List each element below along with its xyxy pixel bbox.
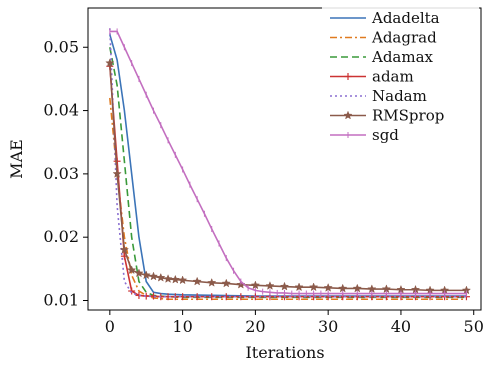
plot-area-frame — [87, 7, 482, 311]
series-point-rmsprop-marker — [148, 271, 159, 281]
series-point-rmsprop-marker — [294, 282, 304, 292]
x-tick-label: 30 — [318, 317, 338, 336]
y-axis-label: MAE — [7, 139, 26, 179]
x-tick-label: 0 — [105, 317, 115, 336]
series-adagrad — [109, 97, 467, 301]
legend-label: Adadelta — [371, 9, 440, 27]
series-point-rmsprop-marker — [105, 58, 115, 68]
series-point-adam-marker — [142, 292, 150, 300]
y-tick-label: 0.01 — [43, 291, 79, 310]
series-layer — [105, 28, 472, 301]
legend-item: Nadam — [330, 87, 427, 105]
legend-label: adam — [372, 68, 414, 86]
series-point-rmsprop-marker — [141, 270, 151, 280]
series-point-rmsprop-marker — [221, 278, 231, 288]
series-point-rmsprop-marker — [338, 283, 348, 293]
y-tick-label: 0.03 — [43, 164, 79, 183]
series-point-rmsprop-marker — [250, 280, 261, 290]
y-tick-label: 0.05 — [43, 37, 79, 56]
series-point-rmsprop-marker — [352, 283, 362, 293]
x-tick-label: 40 — [391, 317, 411, 336]
series-line-sgd — [109, 30, 467, 295]
series-point-adam-marker — [135, 291, 143, 299]
axes-layer: 0 10 20 30 40 50 0.01 0.02 0.03 0.04 0.05 — [43, 37, 484, 336]
x-axis-label: Iterations — [245, 343, 324, 362]
series-nadam — [109, 28, 467, 298]
series-point-rmsprop-marker — [112, 168, 122, 178]
legend-item: Adamax — [330, 48, 434, 66]
series-point-rmsprop-marker — [170, 274, 180, 284]
legend-label: sgd — [372, 126, 399, 144]
series-point-rmsprop-marker — [119, 244, 130, 254]
series-point-adam-marker — [128, 287, 136, 295]
series-point-rmsprop-marker — [156, 272, 166, 282]
y-tick-label: 0.02 — [43, 227, 79, 246]
series-point-rmsprop-marker — [127, 265, 137, 275]
y-tick-label: 0.04 — [43, 101, 79, 120]
series-point-rmsprop-marker — [177, 275, 188, 285]
legend-swatch-marker — [344, 73, 352, 80]
legend-label: RMSprop — [372, 107, 444, 125]
legend-item: Adadelta — [330, 9, 440, 27]
series-point-rmsprop-marker — [192, 276, 202, 286]
series-point-rmsprop-marker — [163, 274, 173, 283]
x-tick-label: 20 — [245, 317, 265, 336]
legend-label: Adagrad — [371, 29, 437, 47]
legend-label: Adamax — [371, 48, 434, 66]
series-line-nadam — [109, 28, 467, 298]
series-point-rmsprop-marker — [279, 281, 290, 291]
series-point-rmsprop-marker — [308, 282, 319, 292]
legend-label: Nadam — [372, 87, 427, 105]
x-tick-label: 10 — [172, 317, 192, 336]
series-sgd — [109, 28, 467, 297]
series-point-rmsprop-marker — [265, 281, 275, 290]
legend-item: RMSprop — [330, 107, 444, 125]
legend-item: sgd — [330, 126, 399, 144]
x-tick-label: 50 — [464, 317, 484, 336]
legend-swatch-marker — [343, 110, 353, 120]
legend-item: adam — [330, 68, 414, 86]
legend-item: Adagrad — [330, 29, 437, 47]
series-point-rmsprop-marker — [134, 268, 144, 278]
series-point-rmsprop-marker — [323, 282, 333, 292]
series-point-rmsprop-marker — [207, 277, 217, 287]
series-line-adagrad — [109, 97, 467, 301]
